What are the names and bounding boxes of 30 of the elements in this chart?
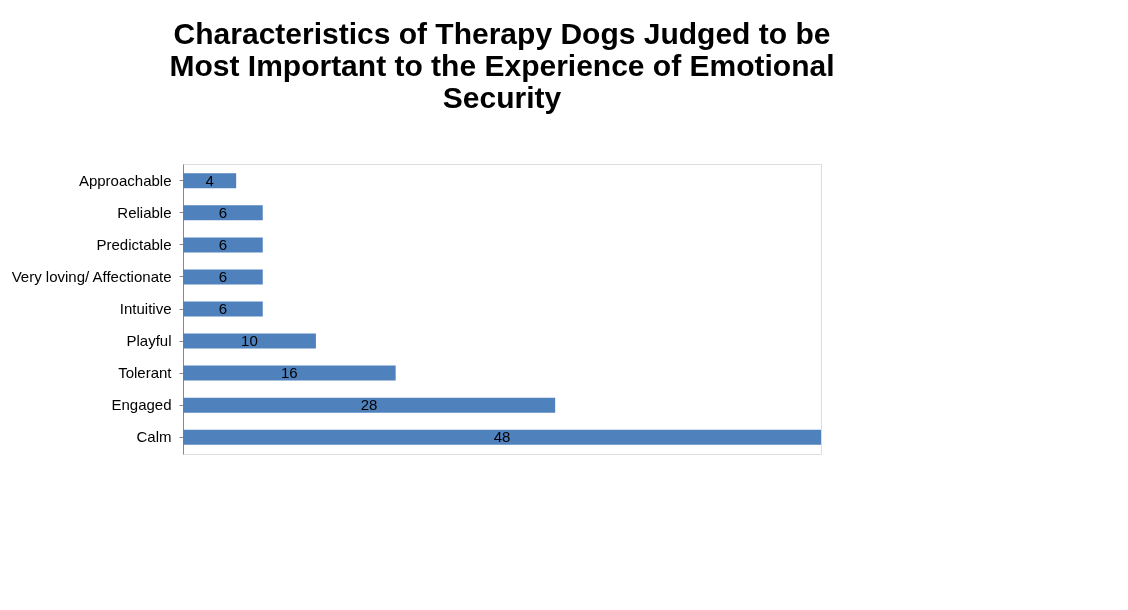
- data-label: 10: [241, 332, 258, 350]
- y-tick-label: Intuitive: [119, 300, 172, 317]
- bar: [183, 173, 237, 189]
- bar: [183, 429, 821, 445]
- bar: [183, 269, 263, 285]
- data-label: 6: [218, 267, 228, 285]
- bar: [183, 205, 263, 221]
- data-label: 4: [205, 171, 214, 189]
- bar: [183, 365, 396, 381]
- bar: [183, 237, 263, 253]
- text: Security: [442, 81, 562, 114]
- y-tick-label: Very loving/ Affectionate: [11, 267, 172, 285]
- data-label: 48: [493, 428, 511, 446]
- text: Most Important to the Experience of Emotional: [169, 49, 835, 82]
- data-label: 6: [218, 235, 228, 253]
- data-label: 28: [360, 396, 378, 414]
- y-tick-label: Calm: [136, 428, 172, 446]
- y-tick-label: Approachable: [78, 171, 172, 189]
- y-tick-label: Reliable: [117, 203, 172, 221]
- y-tick-label: Predictable: [96, 235, 172, 253]
- bar: [183, 397, 556, 413]
- text: Characteristics of Therapy Dogs Judged to be: [173, 17, 831, 50]
- y-tick-label: Tolerant: [118, 364, 173, 382]
- bar: [183, 333, 316, 349]
- data-label: 6: [218, 203, 228, 221]
- y-tick-label: Engaged: [111, 396, 172, 414]
- data-label: 6: [218, 300, 228, 317]
- bar: [183, 301, 263, 317]
- data-label: 16: [280, 364, 298, 382]
- y-tick-label: Playful: [126, 332, 172, 350]
